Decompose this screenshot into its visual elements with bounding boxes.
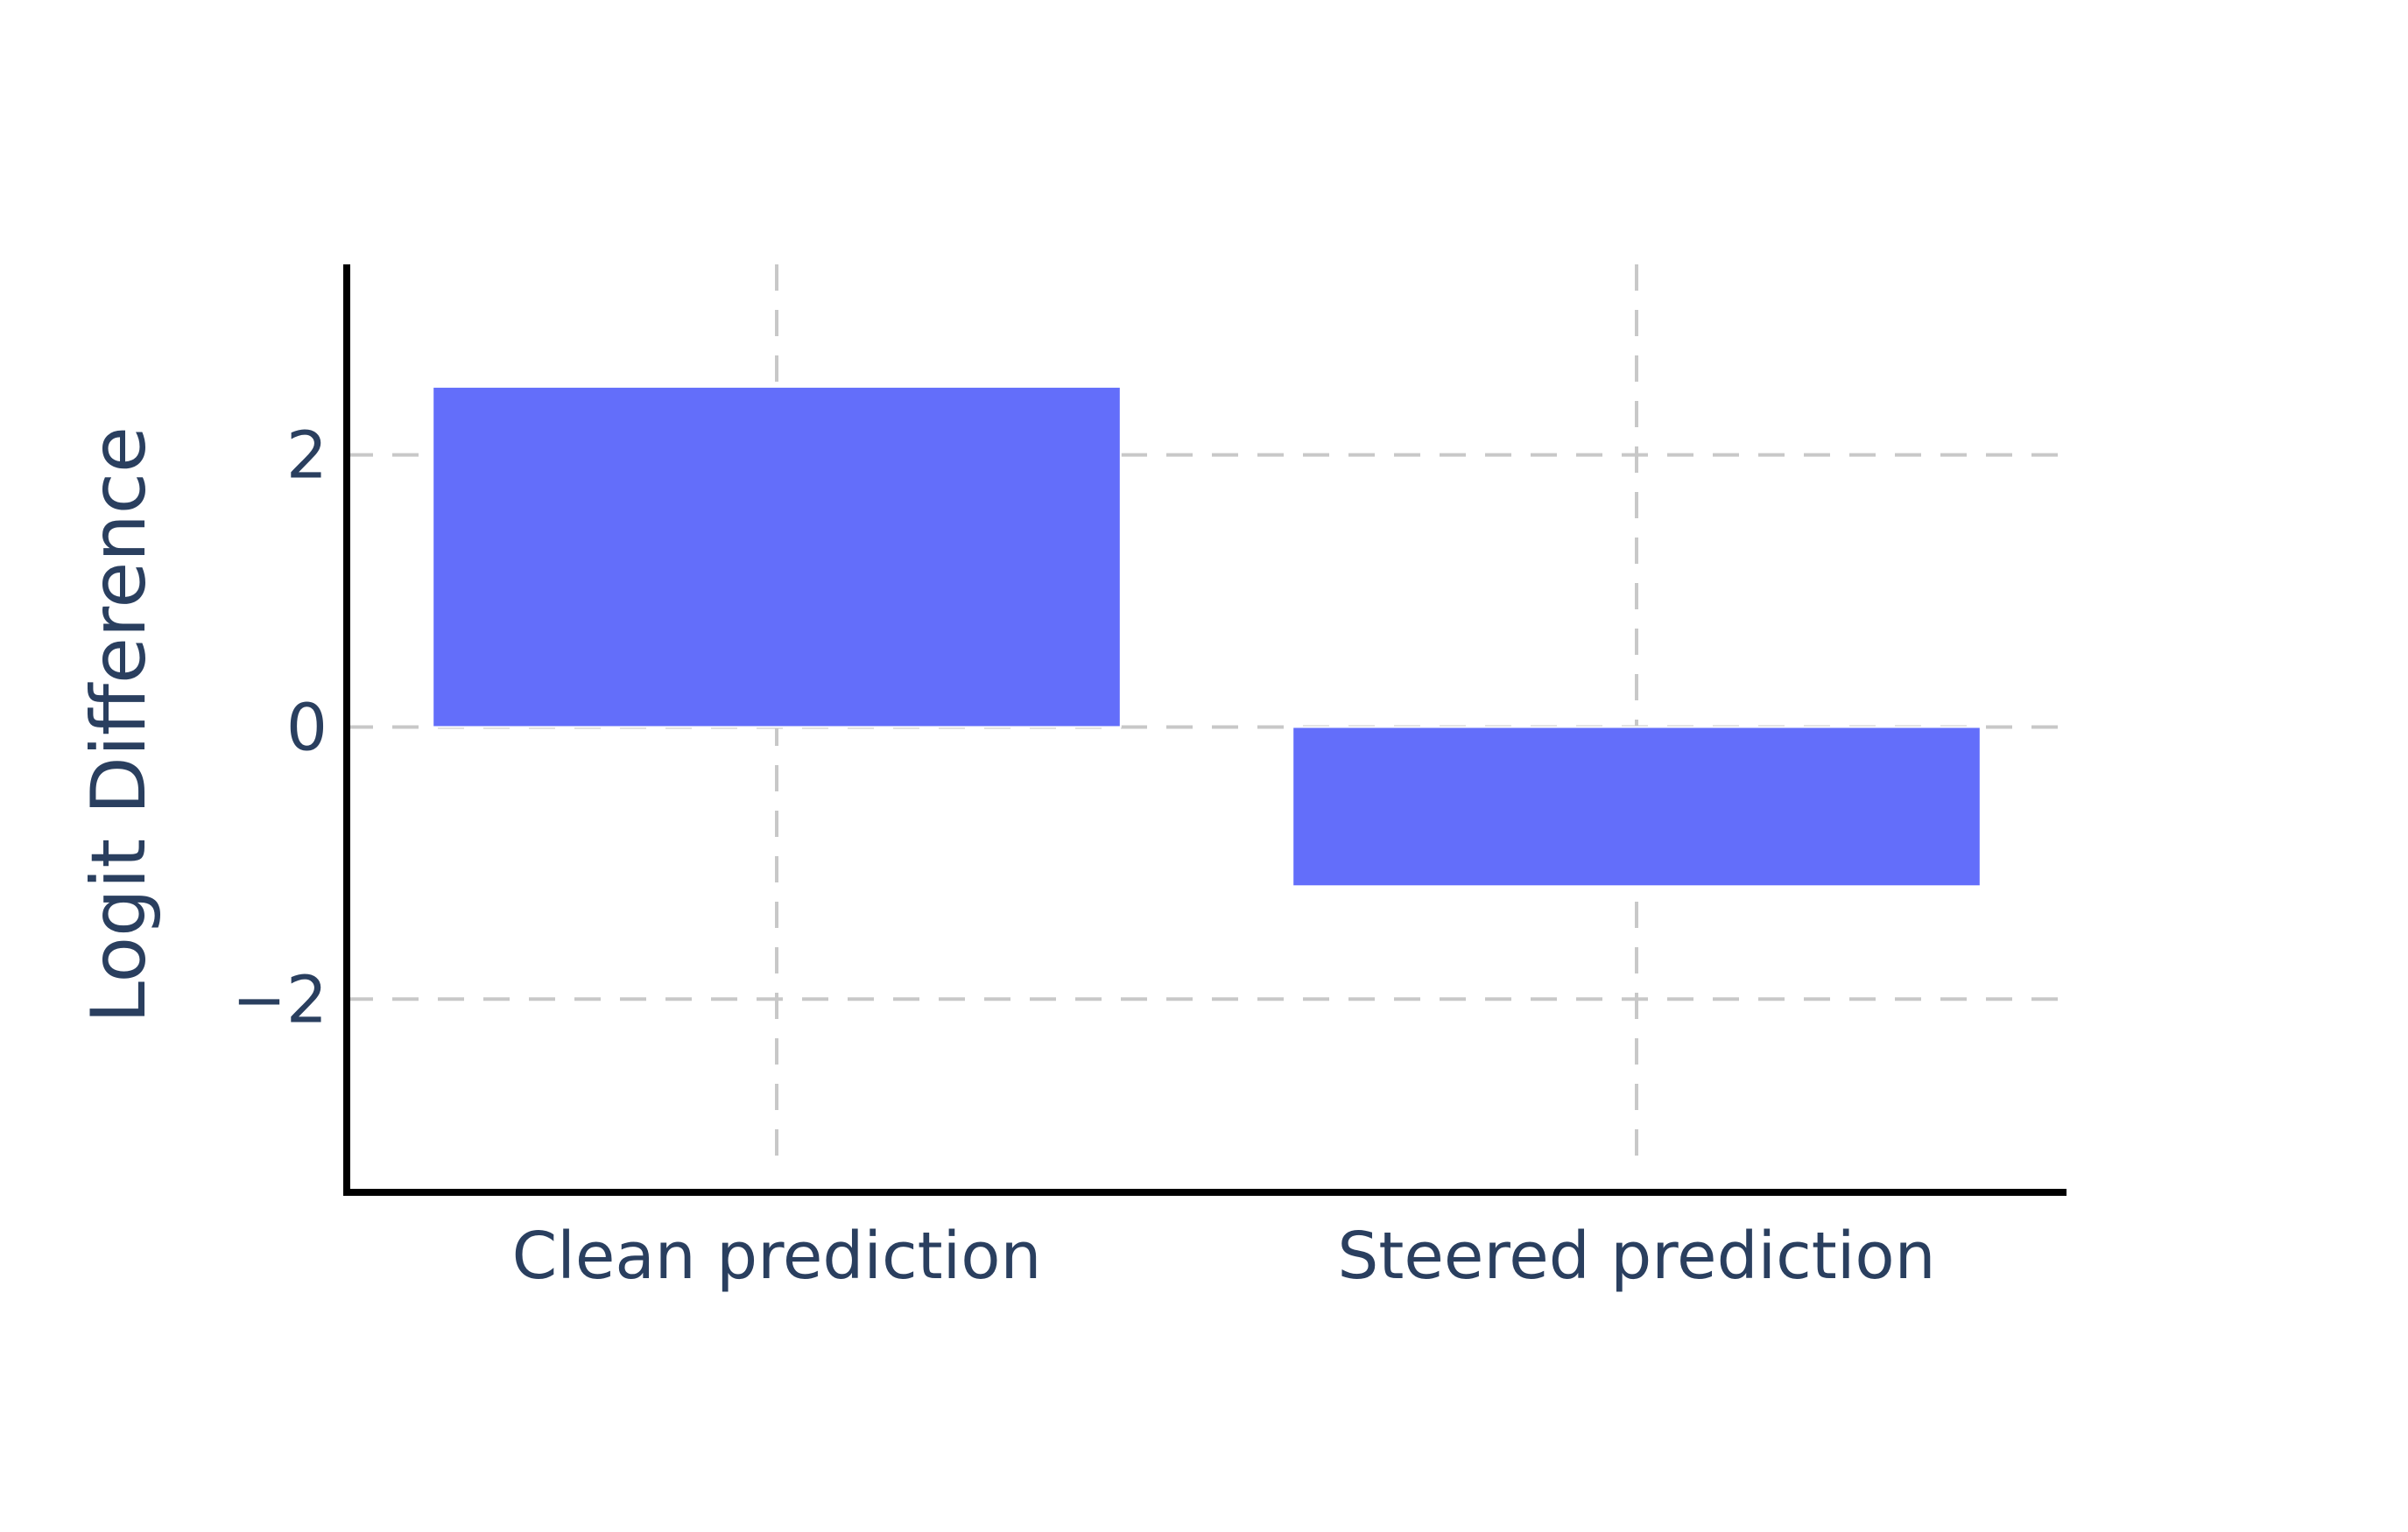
y-tick-label-2: 2: [286, 418, 327, 494]
bar-1: [1292, 726, 1982, 888]
y-tick-label-0: −2: [232, 962, 327, 1037]
y-axis-title: Logit Difference: [75, 426, 163, 1023]
y-tick-label-1: 0: [286, 690, 327, 765]
bar-layer: [432, 385, 1982, 888]
bar-0: [432, 385, 1122, 728]
axis-layer: [343, 264, 2067, 1196]
x-tick-label-1: Steered prediction: [1337, 1219, 1935, 1294]
x-tick-label-0: Clean prediction: [512, 1219, 1042, 1294]
label-layer: −2 0 2 Clean prediction Steered prediction: [232, 418, 1936, 1294]
